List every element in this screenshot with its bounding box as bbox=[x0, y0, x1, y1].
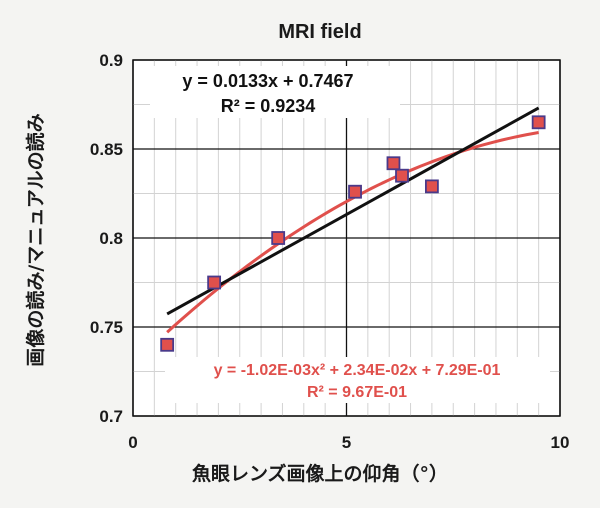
data-point bbox=[386, 156, 401, 171]
data-point bbox=[160, 337, 175, 352]
x-axis-ticks: 0 5 10 bbox=[128, 433, 569, 452]
linear-equation: y = 0.0133x + 0.7467 bbox=[182, 71, 353, 91]
linear-equation-box: y = 0.0133x + 0.7467 R² = 0.9234 bbox=[150, 66, 400, 118]
y-tick-label: 0.9 bbox=[99, 51, 123, 70]
data-point bbox=[271, 231, 286, 245]
y-tick-label: 0.7 bbox=[99, 407, 123, 426]
linear-equation-background bbox=[150, 66, 400, 118]
data-point bbox=[207, 275, 222, 290]
y-tick-label: 0.85 bbox=[90, 140, 123, 159]
x-tick-label: 10 bbox=[551, 433, 570, 452]
poly-equation: y = -1.02E-03x² + 2.34E-02x + 7.29E-01 bbox=[214, 362, 501, 379]
poly-equation-background bbox=[165, 357, 550, 403]
linear-trendline bbox=[166, 106, 540, 316]
data-point bbox=[395, 168, 409, 183]
data-point bbox=[348, 184, 362, 199]
x-tick-label: 0 bbox=[128, 433, 137, 452]
poly-r-squared: R² = 9.67E-01 bbox=[307, 384, 407, 401]
y-tick-label: 0.8 bbox=[99, 229, 123, 248]
x-tick-label: 5 bbox=[342, 433, 351, 452]
linear-r-squared: R² = 0.9234 bbox=[221, 96, 316, 116]
data-point bbox=[531, 115, 546, 130]
major-grid bbox=[132, 59, 561, 417]
y-tick-label: 0.75 bbox=[90, 318, 123, 337]
x-axis-label: 魚眼レンズ画像上の仰角（°） bbox=[192, 462, 448, 485]
y-axis-ticks: 0.7 0.75 0.8 0.85 0.9 bbox=[90, 51, 123, 426]
chart-title: MRI field bbox=[278, 21, 361, 43]
data-points bbox=[160, 115, 546, 352]
y-axis-label: 画像の読み/マニュアルの読み bbox=[24, 113, 47, 366]
data-point bbox=[424, 179, 439, 194]
poly-equation-box: y = -1.02E-03x² + 2.34E-02x + 7.29E-01 R… bbox=[165, 357, 550, 403]
